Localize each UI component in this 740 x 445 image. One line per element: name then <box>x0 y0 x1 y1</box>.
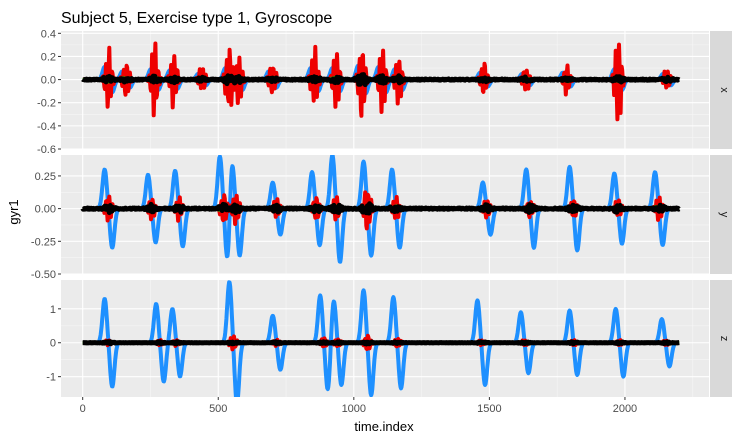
series-group <box>80 280 682 397</box>
facet-strip <box>710 155 732 274</box>
y-tick-label: 0.4 <box>41 28 56 40</box>
y-tick-label: 0.0 <box>41 75 56 87</box>
x-tick-label: 1500 <box>477 403 501 415</box>
facet-strip-label: x <box>718 87 730 93</box>
facet-strip <box>710 280 732 397</box>
facet-panel-y: 0.25 0.00 -0.25 -0.50 y <box>31 155 732 281</box>
y-tick-label: -0.2 <box>37 98 56 110</box>
y-tick-label: -0.25 <box>31 236 56 248</box>
chart-title: Subject 5, Exercise type 1, Gyroscope <box>61 10 332 27</box>
y-tick-label: -0.50 <box>31 269 56 281</box>
y-tick-label: -1 <box>46 372 56 384</box>
y-tick-label: -0.4 <box>37 121 56 133</box>
y-tick-label: 0.2 <box>41 51 56 63</box>
x-tick-label: 500 <box>209 403 227 415</box>
facet-strip <box>710 31 732 149</box>
y-tick-label: 1 <box>50 304 56 316</box>
y-axis-label: gyr1 <box>6 199 21 224</box>
facet-strip-label: z <box>718 336 730 342</box>
x-tick-label: 0 <box>80 403 86 415</box>
x-tick-label: 1000 <box>342 403 366 415</box>
series-group <box>80 41 682 122</box>
series-line-black <box>80 72 682 88</box>
y-tick-label: 0 <box>50 338 56 350</box>
x-tick-label: 2000 <box>613 403 637 415</box>
panel-background <box>61 155 709 274</box>
series-line-black <box>80 339 682 347</box>
x-axis-label: time.index <box>354 419 414 434</box>
facet-panel-z: 1 0 -1 z <box>46 280 732 397</box>
series-group <box>80 155 682 264</box>
y-tick-label: 0.25 <box>35 171 56 183</box>
facet-strip-label: y <box>718 212 730 218</box>
facet-panel-x: 0.4 0.2 0.0 -0.2 -0.4 -0.6 x <box>37 28 732 156</box>
facet-panels: 0.4 0.2 0.0 -0.2 -0.4 -0.6 x 0.25 0.00 -0.25 -0.50… <box>31 28 732 415</box>
y-tick-label: -0.6 <box>37 144 56 156</box>
series-line-black <box>80 201 682 216</box>
y-tick-label: 0.00 <box>35 204 56 216</box>
